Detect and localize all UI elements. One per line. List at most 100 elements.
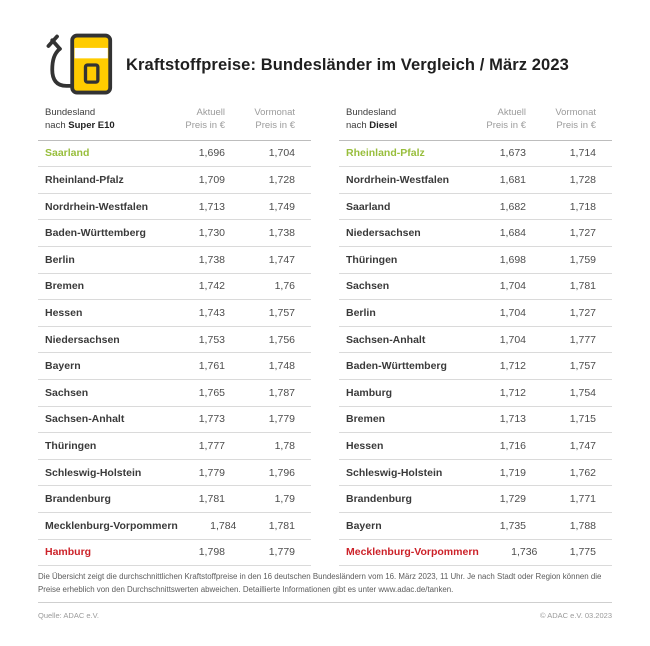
previous-price: 1,757	[569, 360, 596, 373]
previous-price: 1,762	[569, 466, 596, 479]
current-price: 1,713	[198, 200, 225, 213]
state-name: Thüringen	[346, 253, 398, 266]
previous-price: 1,747	[268, 253, 295, 266]
current-price: 1,735	[499, 519, 526, 532]
current-price: 1,713	[499, 413, 526, 426]
previous-price: 1,787	[268, 386, 295, 399]
current-price: 1,779	[198, 466, 225, 479]
previous-price: 1,79	[274, 493, 295, 506]
table-row: Schleswig-Holstein 1,719 1,762	[339, 460, 612, 487]
previous-price: 1,704	[268, 147, 295, 160]
table-row: Mecklenburg-Vorpommern 1,736 1,775	[339, 540, 612, 567]
table-row: Bayern 1,735 1,788	[339, 513, 612, 540]
previous-price: 1,754	[569, 386, 596, 399]
table-row: Nordrhein-Westfalen 1,681 1,728	[339, 167, 612, 194]
footnote-text: Die Übersicht zeigt die durchschnittlich…	[38, 572, 602, 595]
table-super-e10: Bundesland nach Super E10 Aktuell Preis i…	[38, 104, 311, 567]
state-name: Sachsen-Anhalt	[45, 413, 125, 426]
table-header: Bundesland nach Diesel Aktuell Preis in €…	[339, 104, 612, 141]
current-price: 1,682	[499, 200, 526, 213]
state-name: Hessen	[346, 439, 384, 452]
previous-price: 1,76	[274, 280, 295, 293]
previous-price: 1,775	[569, 546, 596, 559]
previous-price: 1,718	[569, 200, 596, 213]
state-name: Mecklenburg-Vorpommern	[45, 519, 178, 532]
copyright-label: © ADAC e.V. 03.2023	[540, 611, 612, 620]
table-row: Niedersachsen 1,684 1,727	[339, 220, 612, 247]
state-name: Sachsen-Anhalt	[346, 333, 426, 346]
state-name: Saarland	[346, 200, 391, 213]
state-name: Berlin	[346, 306, 376, 319]
column-header-bundesland: Bundesland nach Diesel	[346, 107, 398, 132]
current-price: 1,753	[198, 333, 225, 346]
state-name: Niedersachsen	[45, 333, 120, 346]
current-price: 1,730	[198, 227, 225, 240]
table-row: Thüringen 1,777 1,78	[38, 433, 311, 460]
state-name: Hamburg	[45, 546, 92, 559]
fuel-type-label: Super E10	[68, 120, 115, 132]
state-name: Rheinland-Pfalz	[45, 173, 124, 186]
column-header-vormonat: Vormonat Preis in €	[555, 107, 596, 132]
current-price: 1,709	[198, 173, 225, 186]
current-price: 1,736	[511, 546, 538, 559]
state-name: Berlin	[45, 253, 75, 266]
previous-price: 1,779	[268, 413, 295, 426]
state-name: Bayern	[45, 360, 81, 373]
current-price: 1,698	[499, 253, 526, 266]
current-price: 1,738	[198, 253, 225, 266]
current-price: 1,704	[499, 280, 526, 293]
current-price: 1,719	[499, 466, 526, 479]
state-name: Brandenburg	[45, 493, 111, 506]
state-name: Baden-Württemberg	[346, 360, 447, 373]
current-price: 1,761	[198, 360, 225, 373]
table-row: Brandenburg 1,729 1,771	[339, 486, 612, 513]
table-row: Sachsen-Anhalt 1,704 1,777	[339, 327, 612, 354]
state-name: Bremen	[346, 413, 386, 426]
table-body: Rheinland-Pfalz 1,673 1,714 Nordrhein-Westf…	[339, 141, 612, 567]
previous-price: 1,759	[569, 253, 596, 266]
table-row: Rheinland-Pfalz 1,709 1,728	[38, 167, 311, 194]
table-row: Nordrhein-Westfalen 1,713 1,749	[38, 194, 311, 221]
state-name: Schleswig-Holstein	[346, 466, 443, 479]
fuel-type-label: Diesel	[369, 120, 398, 132]
state-name: Brandenburg	[346, 493, 412, 506]
table-body: Saarland 1,696 1,704 Rheinland-Pfalz 1,709 1,…	[38, 141, 311, 567]
table-header: Bundesland nach Super E10 Aktuell Preis i…	[38, 104, 311, 141]
current-price: 1,765	[198, 386, 225, 399]
current-price: 1,777	[198, 439, 225, 452]
previous-price: 1,714	[569, 147, 596, 160]
previous-price: 1,715	[569, 413, 596, 426]
previous-price: 1,777	[569, 333, 596, 346]
previous-price: 1,728	[268, 173, 295, 186]
table-row: Sachsen 1,765 1,787	[38, 380, 311, 407]
fuel-pump-icon	[38, 30, 114, 100]
current-price: 1,729	[499, 493, 526, 506]
table-row: Niedersachsen 1,753 1,756	[38, 327, 311, 354]
table-row: Schleswig-Holstein 1,779 1,796	[38, 460, 311, 487]
previous-price: 1,728	[569, 173, 596, 186]
state-name: Schleswig-Holstein	[45, 466, 142, 479]
previous-price: 1,78	[274, 439, 295, 452]
current-price: 1,781	[198, 493, 225, 506]
tables-container: Bundesland nach Super E10 Aktuell Preis i…	[38, 104, 612, 567]
previous-price: 1,747	[569, 439, 596, 452]
state-name: Sachsen	[346, 280, 390, 293]
table-row: Sachsen-Anhalt 1,773 1,779	[38, 407, 311, 434]
previous-price: 1,757	[268, 306, 295, 319]
table-row: Bayern 1,761 1,748	[38, 353, 311, 380]
current-price: 1,716	[499, 439, 526, 452]
state-name: Sachsen	[45, 386, 89, 399]
previous-price: 1,749	[268, 200, 295, 213]
current-price: 1,673	[499, 147, 526, 160]
current-price: 1,798	[198, 546, 225, 559]
table-row: Mecklenburg-Vorpommern 1,784 1,781	[38, 513, 311, 540]
column-header-aktuell: Aktuell Preis in €	[486, 107, 526, 132]
current-price: 1,704	[499, 306, 526, 319]
state-name: Bremen	[45, 280, 85, 293]
current-price: 1,704	[499, 333, 526, 346]
column-header-vormonat: Vormonat Preis in €	[254, 107, 295, 132]
footer-bar: Quelle: ADAC e.V. © ADAC e.V. 03.2023	[38, 602, 612, 620]
previous-price: 1,781	[569, 280, 596, 293]
table-row: Hessen 1,743 1,757	[38, 300, 311, 327]
current-price: 1,784	[210, 519, 237, 532]
